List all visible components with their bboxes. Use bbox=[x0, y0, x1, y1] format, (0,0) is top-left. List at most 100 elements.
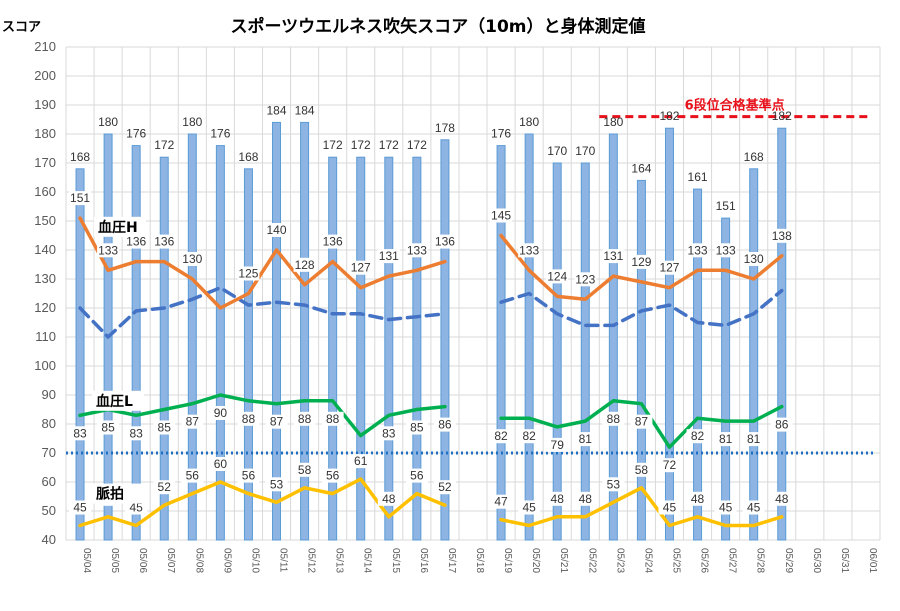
bp_h-data-label: 140 bbox=[267, 223, 287, 237]
score-data-label: 184 bbox=[267, 103, 287, 117]
data-label-bg bbox=[293, 411, 316, 426]
y-tick-label: 110 bbox=[35, 329, 56, 344]
score-data-label: 178 bbox=[435, 121, 455, 135]
data-label-bg bbox=[405, 420, 428, 435]
data-label-bg bbox=[658, 500, 681, 515]
pulse-data-label: 60 bbox=[214, 457, 228, 471]
data-label-bg bbox=[686, 243, 709, 258]
y-tick-label: 40 bbox=[42, 532, 56, 547]
data-label-bg bbox=[97, 420, 120, 435]
x-tick-label: 05/16 bbox=[418, 548, 429, 573]
bp_dashed-line bbox=[78, 285, 784, 339]
bp_l-data-label: 88 bbox=[326, 412, 340, 426]
pulse-data-label: 48 bbox=[579, 492, 593, 506]
pulse-data-label: 56 bbox=[326, 469, 340, 483]
y-tick-label: 180 bbox=[34, 126, 56, 141]
data-label-bg bbox=[630, 414, 653, 429]
x-tick-label: 05/15 bbox=[390, 548, 401, 573]
bp_l-data-label: 82 bbox=[522, 429, 536, 443]
score-bar bbox=[300, 121, 310, 541]
score-data-label: 168 bbox=[70, 150, 90, 164]
data-label-bg bbox=[209, 457, 232, 471]
data-label-bg bbox=[742, 500, 765, 515]
x-tick-label: 05/21 bbox=[558, 548, 569, 573]
bp_h-data-label: 136 bbox=[126, 235, 146, 249]
bp_h-data-label: 133 bbox=[98, 243, 118, 257]
y-tick-label: 60 bbox=[42, 474, 56, 489]
score-bar bbox=[328, 156, 338, 541]
data-label-bg bbox=[490, 429, 513, 444]
score-data-label: 172 bbox=[351, 138, 371, 152]
bp_h-data-label: 151 bbox=[70, 191, 90, 205]
score-data-label: 182 bbox=[772, 109, 792, 123]
bp_h-data-label: 145 bbox=[491, 209, 511, 223]
pulse-data-label: 45 bbox=[522, 501, 536, 515]
bp_l-data-label: 87 bbox=[186, 415, 200, 429]
score-bar bbox=[693, 188, 703, 541]
x-tick-label: 05/05 bbox=[109, 548, 120, 573]
score-bar bbox=[75, 168, 85, 541]
bp_h-series-label: 血圧H bbox=[98, 219, 138, 236]
score-bar bbox=[440, 139, 450, 541]
data-label-bg bbox=[237, 266, 260, 281]
reference-lines: 6段位合格基準点 bbox=[66, 98, 875, 455]
x-tick-label: 05/12 bbox=[306, 548, 317, 573]
series-labels: 血圧H 血圧L 脈拍 bbox=[92, 216, 146, 504]
bp_h-data-label: 136 bbox=[435, 235, 455, 249]
bp_l-data-label: 83 bbox=[73, 426, 87, 440]
score-bar bbox=[777, 127, 787, 541]
score-data-label: 151 bbox=[716, 199, 736, 213]
score-data-label: 172 bbox=[323, 138, 343, 152]
y-tick-label: 140 bbox=[34, 242, 56, 257]
score-bar bbox=[524, 133, 534, 541]
y-tick-label: 150 bbox=[34, 213, 56, 228]
bp_l-data-label: 87 bbox=[270, 415, 284, 429]
score-bar bbox=[384, 156, 394, 541]
bp_h-data-label: 123 bbox=[575, 272, 595, 286]
y-axis-label: スコア bbox=[2, 20, 41, 35]
score-data-label: 170 bbox=[547, 144, 567, 158]
data-label-bg bbox=[293, 257, 316, 272]
pulse-data-label: 48 bbox=[775, 492, 789, 506]
reference-line-label: 6段位合格基準点 bbox=[685, 98, 785, 114]
x-tick-label: 05/08 bbox=[193, 548, 204, 573]
x-tick-label: 05/31 bbox=[839, 548, 850, 573]
data-label-bg bbox=[574, 432, 597, 447]
bp_h-data-label: 133 bbox=[716, 243, 736, 257]
y-tick-label: 160 bbox=[34, 184, 56, 199]
pulse-data-label: 58 bbox=[635, 463, 649, 477]
data-label-bg bbox=[209, 406, 232, 420]
pulse-data-label: 48 bbox=[691, 492, 705, 506]
data-label-bg bbox=[630, 462, 653, 477]
data-label-bg bbox=[349, 454, 372, 469]
score-bar bbox=[636, 179, 646, 541]
x-tick-label: 05/14 bbox=[362, 548, 373, 573]
x-tick-label: 05/27 bbox=[727, 548, 738, 573]
bp_l-data-label: 81 bbox=[579, 432, 593, 446]
score-bar bbox=[664, 127, 674, 541]
data-label-bg bbox=[742, 432, 765, 447]
bp_h-data-label: 127 bbox=[659, 261, 679, 275]
score-bar bbox=[272, 121, 282, 541]
pulse-data-label: 53 bbox=[607, 477, 621, 491]
pulse-data-label: 52 bbox=[158, 480, 172, 494]
bp_h-data-label: 128 bbox=[295, 258, 315, 272]
score-data-label: 172 bbox=[379, 138, 399, 152]
bp_l-data-label: 86 bbox=[775, 418, 789, 432]
bp_l-data-label: 85 bbox=[158, 421, 172, 435]
bp_h-data-label: 130 bbox=[182, 252, 202, 266]
data-label-bg bbox=[518, 500, 541, 515]
bp_l-data-label: 85 bbox=[101, 421, 115, 435]
data-label-bg bbox=[265, 223, 288, 237]
x-tick-label: 05/26 bbox=[699, 548, 710, 573]
data-label-bg bbox=[770, 417, 793, 432]
score-data-label: 176 bbox=[126, 127, 146, 141]
bp_h-data-label: 127 bbox=[351, 261, 371, 275]
x-tick-label: 05/13 bbox=[334, 548, 345, 573]
bp_h-data-label: 131 bbox=[603, 249, 623, 263]
pulse-data-label: 53 bbox=[270, 477, 284, 491]
x-tick-label: 05/07 bbox=[165, 548, 176, 573]
score-data-label: 180 bbox=[98, 115, 118, 129]
y-tick-label: 70 bbox=[42, 445, 56, 460]
bp_l-data-label: 79 bbox=[551, 438, 565, 452]
